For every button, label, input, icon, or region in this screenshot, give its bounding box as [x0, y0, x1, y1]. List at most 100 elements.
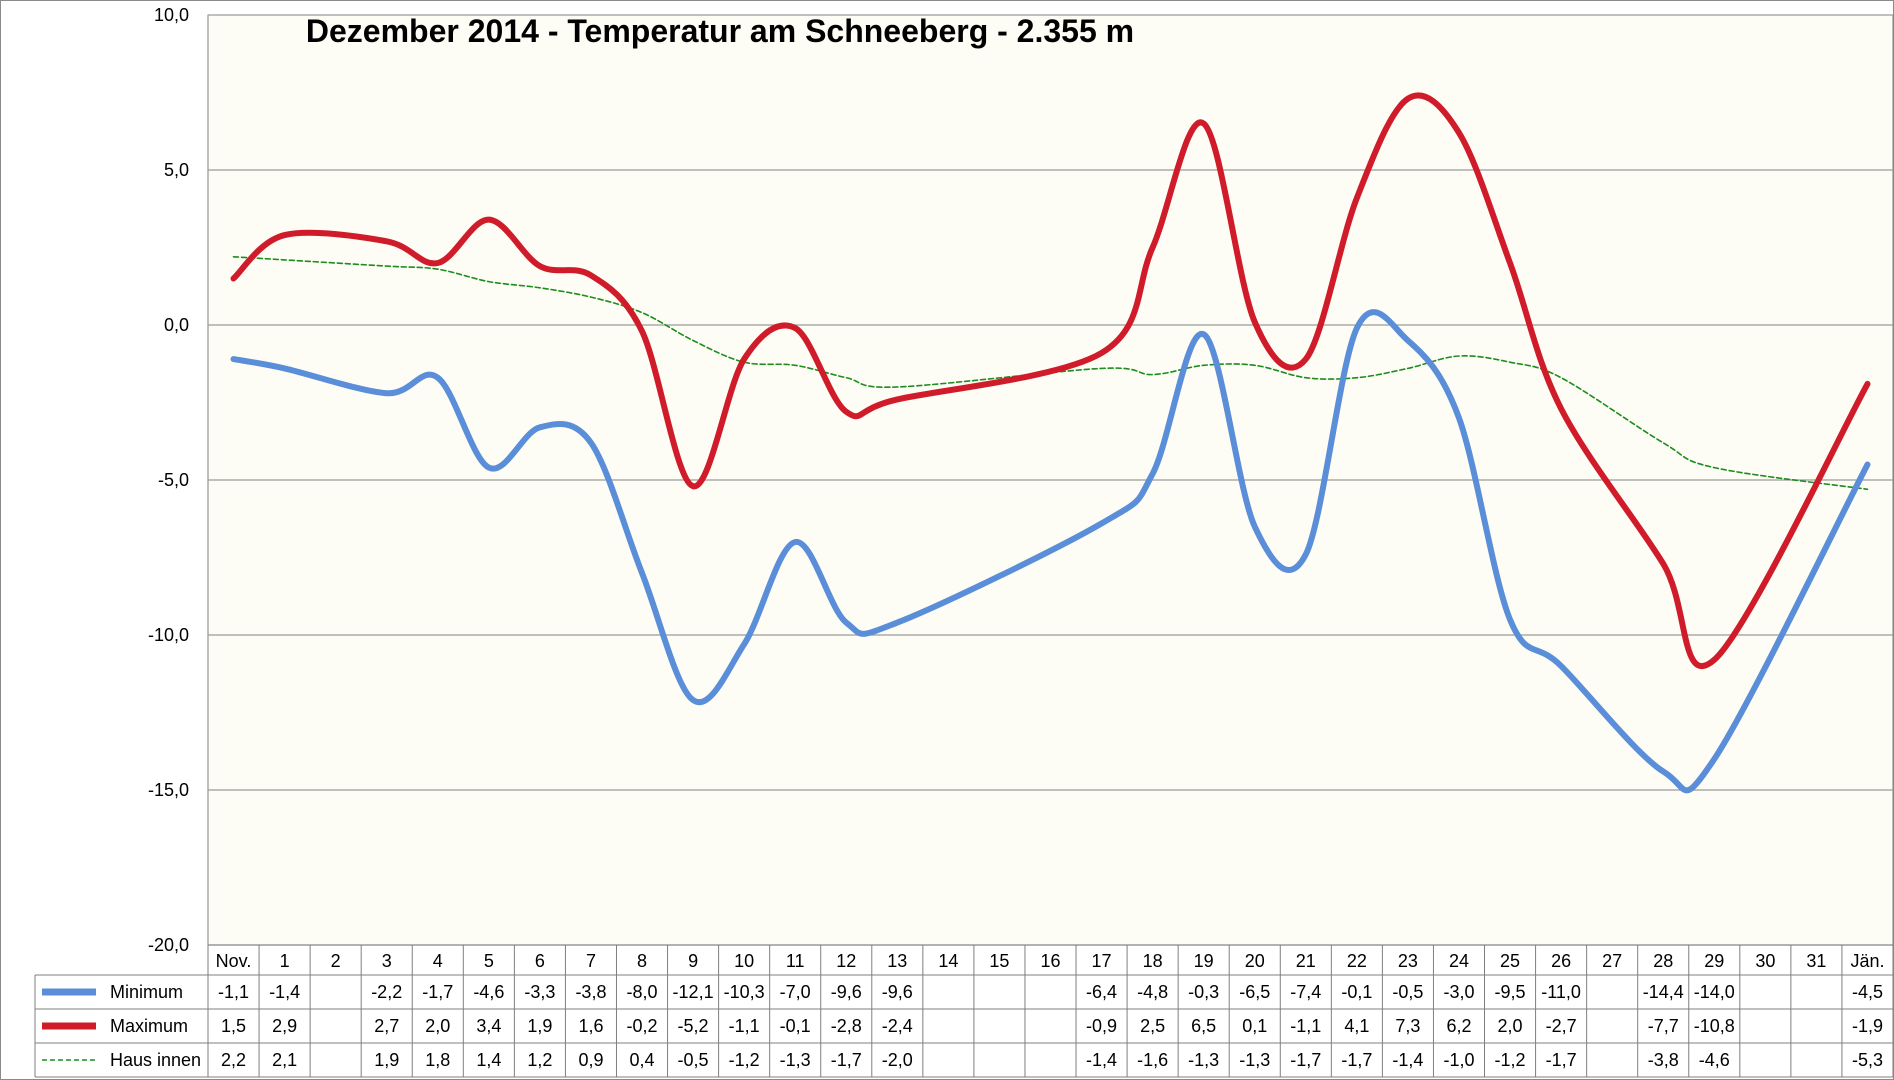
category-label: 31	[1806, 951, 1826, 971]
category-label: 28	[1653, 951, 1673, 971]
data-label: -14,0	[1694, 982, 1735, 1002]
data-label: 2,0	[425, 1016, 450, 1036]
data-label: -0,1	[780, 1016, 811, 1036]
data-label: -1,0	[1443, 1050, 1474, 1070]
category-label: 29	[1704, 951, 1724, 971]
data-label: 2,0	[1498, 1016, 1523, 1036]
data-label: -1,7	[1290, 1050, 1321, 1070]
category-label: 13	[887, 951, 907, 971]
category-label: 21	[1296, 951, 1316, 971]
category-label: 15	[989, 951, 1009, 971]
data-label: 0,9	[578, 1050, 603, 1070]
data-label: 0,1	[1242, 1016, 1267, 1036]
data-label: -9,6	[831, 982, 862, 1002]
data-label: -12,1	[673, 982, 714, 1002]
chart-title: Dezember 2014 - Temperatur am Schneeberg…	[306, 13, 1134, 49]
data-label: -1,2	[1495, 1050, 1526, 1070]
data-label: -1,3	[780, 1050, 811, 1070]
data-label: -1,6	[1137, 1050, 1168, 1070]
category-label: 16	[1040, 951, 1060, 971]
data-label: -4,6	[473, 982, 504, 1002]
data-label: -1,3	[1239, 1050, 1270, 1070]
category-label: 20	[1245, 951, 1265, 971]
category-label: 8	[637, 951, 647, 971]
category-label: 27	[1602, 951, 1622, 971]
category-label: 7	[586, 951, 596, 971]
category-label: 12	[836, 951, 856, 971]
y-tick-label: 5,0	[164, 160, 189, 180]
data-label: -11,0	[1541, 982, 1581, 1002]
data-label: -6,4	[1086, 982, 1117, 1002]
category-label: 11	[786, 951, 805, 971]
data-label: -0,5	[678, 1050, 709, 1070]
data-label: 1,8	[425, 1050, 450, 1070]
data-label: 7,3	[1395, 1016, 1420, 1036]
gridlines	[208, 14, 1893, 946]
category-label: 4	[433, 951, 443, 971]
series-name: Minimum	[110, 982, 183, 1002]
category-label: 9	[688, 951, 698, 971]
data-label: -1,7	[422, 982, 453, 1002]
data-label: -5,3	[1852, 1050, 1883, 1070]
data-label: -2,7	[1546, 1016, 1577, 1036]
data-label: -10,3	[724, 982, 765, 1002]
y-tick-label: 0,0	[164, 315, 189, 335]
category-label: 17	[1092, 951, 1112, 971]
data-label: -5,2	[678, 1016, 709, 1036]
category-label: 26	[1551, 951, 1571, 971]
category-label: 25	[1500, 951, 1520, 971]
data-label: -9,6	[882, 982, 913, 1002]
data-label: -1,4	[269, 982, 300, 1002]
data-label: -2,2	[371, 982, 402, 1002]
category-label: 1	[280, 951, 290, 971]
data-label: -1,2	[729, 1050, 760, 1070]
category-label: 10	[734, 951, 754, 971]
data-label: -4,5	[1852, 982, 1883, 1002]
series-name: Maximum	[110, 1016, 188, 1036]
data-label: -0,3	[1188, 982, 1219, 1002]
category-label: 22	[1347, 951, 1367, 971]
series-line-maximum	[230, 92, 1871, 670]
data-label: 6,5	[1191, 1016, 1216, 1036]
category-label: 19	[1194, 951, 1214, 971]
data-label: -2,8	[831, 1016, 862, 1036]
data-label: -3,3	[524, 982, 555, 1002]
y-tick-label: -10,0	[148, 625, 189, 645]
data-label: 2,1	[272, 1050, 297, 1070]
y-tick-label: -20,0	[148, 935, 189, 955]
data-label: -1,1	[218, 982, 249, 1002]
data-label: -1,4	[1086, 1050, 1117, 1070]
data-label: 1,2	[527, 1050, 552, 1070]
data-label: -1,3	[1188, 1050, 1219, 1070]
data-label: -4,8	[1137, 982, 1168, 1002]
category-label: 14	[938, 951, 958, 971]
data-label: -3,0	[1443, 982, 1474, 1002]
category-label: 2	[331, 951, 341, 971]
data-label: 2,5	[1140, 1016, 1165, 1036]
data-table: Nov. 1 2 3 4 5 6 7 8 9 10 11 12 13 14 15 16 17 18 19 20 21 22 2…	[34, 944, 1894, 1078]
data-label: 1,5	[221, 1016, 246, 1036]
data-label: 2,2	[221, 1050, 246, 1070]
data-label: -2,4	[882, 1016, 913, 1036]
y-tick-label: 10,0	[154, 5, 189, 25]
y-tick-label: -15,0	[148, 780, 189, 800]
series-lines	[230, 92, 1871, 794]
data-label: -2,0	[882, 1050, 913, 1070]
data-label: -9,5	[1495, 982, 1526, 1002]
category-label: 30	[1755, 951, 1775, 971]
data-label: 2,7	[374, 1016, 399, 1036]
data-label: 6,2	[1446, 1016, 1471, 1036]
category-label: Jän.	[1850, 951, 1884, 971]
category-label: 23	[1398, 951, 1418, 971]
data-label: -1,4	[1392, 1050, 1423, 1070]
data-label: 0,4	[629, 1050, 654, 1070]
data-label: -14,4	[1643, 982, 1684, 1002]
data-label: -3,8	[1648, 1050, 1679, 1070]
data-label: -7,4	[1290, 982, 1321, 1002]
data-label: -0,2	[626, 1016, 657, 1036]
data-label: -10,8	[1694, 1016, 1735, 1036]
data-label: -8,0	[626, 982, 657, 1002]
data-label: -0,1	[1341, 982, 1372, 1002]
data-label: -1,7	[1341, 1050, 1372, 1070]
